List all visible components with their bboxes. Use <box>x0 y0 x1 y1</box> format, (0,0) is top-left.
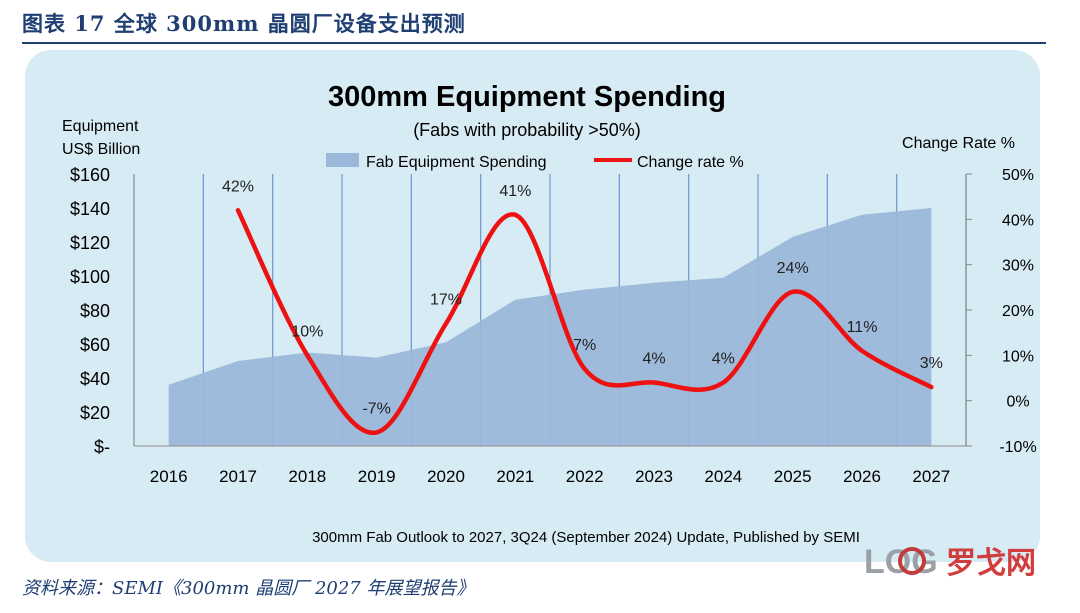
x-tick-label: 2019 <box>358 467 396 486</box>
legend-area-label: Fab Equipment Spending <box>366 154 547 171</box>
figure-caption: 图表 17 全球 300mm 晶圆厂设备支出预测 <box>22 11 466 36</box>
x-tick-label: 2027 <box>912 467 950 486</box>
x-tick-label: 2024 <box>704 467 742 486</box>
y-tick-label: $- <box>94 437 110 457</box>
y2-tick-label: 40% <box>1002 212 1034 229</box>
axes: $- $20 $40 $60 $80 $100 $120 $140 $160 -10% 0% 10% 2… <box>70 165 1037 486</box>
y2-tick-label: 10% <box>1002 348 1034 365</box>
legend-area-swatch <box>326 153 359 167</box>
y2-tick-label: -10% <box>999 439 1036 456</box>
change-rate-data-label: 4% <box>642 351 665 368</box>
caption-rule <box>22 42 1046 44</box>
y-tick-label: $80 <box>80 301 110 321</box>
y-tick-label: $120 <box>70 233 110 253</box>
y-tick-label: $40 <box>80 369 110 389</box>
y2-tick-label: 20% <box>1002 303 1034 320</box>
y2-axis-label: Change Rate % <box>902 135 1015 152</box>
y2-tick-label: 50% <box>1002 167 1034 184</box>
change-rate-data-label: 41% <box>499 183 531 200</box>
source-note: 资料来源：SEMI《300mm 晶圆厂 2027 年展望报告》 <box>22 578 475 599</box>
y-tick-label: $100 <box>70 267 110 287</box>
x-tick-label: 2026 <box>843 467 881 486</box>
change-rate-data-label: 3% <box>920 355 943 372</box>
y-tick-label: $20 <box>80 403 110 423</box>
line-series <box>235 208 934 435</box>
change-rate-data-label: 42% <box>222 178 254 195</box>
change-rate-line <box>235 208 934 435</box>
change-rate-data-label: -7% <box>362 400 390 417</box>
area-fill-spending <box>168 208 932 446</box>
change-rate-data-label: 4% <box>712 351 735 368</box>
area-series <box>168 208 932 446</box>
watermark-logo-ring <box>898 547 926 575</box>
x-tick-label: 2020 <box>427 467 465 486</box>
change-rate-data-label: 11% <box>847 319 878 336</box>
watermark-logo-cn: 罗戈网 <box>946 546 1036 581</box>
chart-title: 300mm Equipment Spending <box>328 81 726 113</box>
change-rate-data-label: 7% <box>573 337 596 354</box>
change-rate-data-label: 10% <box>291 323 323 340</box>
x-tick-label: 2018 <box>288 467 326 486</box>
y2-tick-label: 0% <box>1006 394 1029 411</box>
chart-subtitle: (Fabs with probability >50%) <box>413 120 641 140</box>
x-tick-label: 2017 <box>219 467 257 486</box>
y-tick-label: $60 <box>80 335 110 355</box>
y-axis-label-line2: US$ Billion <box>62 141 140 158</box>
change-rate-data-label: 17% <box>430 292 462 309</box>
x-tick-label: 2021 <box>496 467 534 486</box>
y-axis-label-line1: Equipment <box>62 118 139 135</box>
chart-footnote: 300mm Fab Outlook to 2027, 3Q24 (Septemb… <box>312 529 860 546</box>
y2-tick-label: 30% <box>1002 258 1034 275</box>
y-tick-label: $160 <box>70 165 110 185</box>
x-tick-label: 2025 <box>774 467 812 486</box>
y-tick-label: $140 <box>70 199 110 219</box>
change-rate-data-label: 24% <box>777 260 809 277</box>
watermark-logo: LOG 罗戈网 <box>864 543 1036 581</box>
data-labels: 42% 10% -7% 17% 41% 7% 4% 4% 24% 11% 3% <box>222 178 943 417</box>
legend-line-label: Change rate % <box>637 154 744 171</box>
x-tick-label: 2022 <box>566 467 604 486</box>
x-tick-label: 2016 <box>150 467 188 486</box>
x-tick-label: 2023 <box>635 467 673 486</box>
